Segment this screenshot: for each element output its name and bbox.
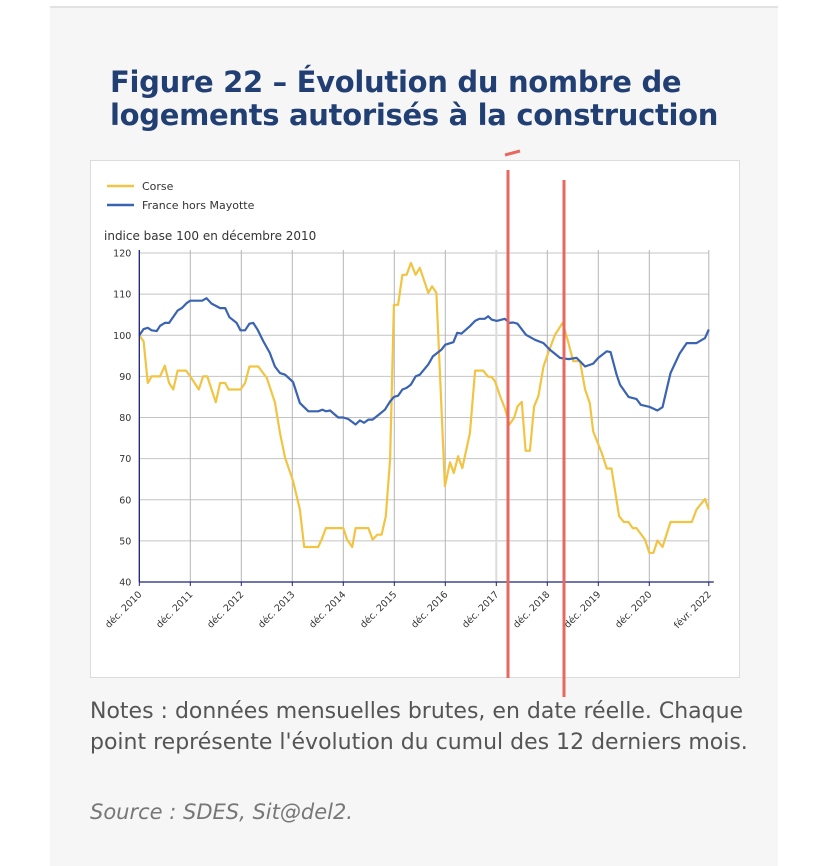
y-axis-label: indice base 100 en décembre 2010 — [104, 229, 316, 243]
legend-label-france: France hors Mayotte — [142, 199, 255, 212]
figure-source: Source : SDES, Sit@del2. — [90, 800, 353, 824]
x-tick-label: déc. 2020 — [613, 589, 654, 630]
annotation-dash — [504, 149, 521, 157]
legend: Corse France hors Mayotte — [107, 180, 255, 212]
series-line-corse — [138, 261, 710, 554]
series-lines — [138, 261, 710, 554]
x-tick-label: déc. 2015 — [358, 589, 399, 630]
y-tick-label: 90 — [119, 372, 131, 383]
y-tick-label: 100 — [113, 331, 131, 342]
series-line-france-hors-mayotte — [138, 297, 710, 426]
x-tick-label: déc. 2019 — [562, 589, 603, 630]
y-tick-label: 60 — [119, 495, 131, 506]
chart-container — [90, 160, 740, 678]
y-tick-label: 110 — [113, 290, 131, 301]
x-tick-label: déc. 2014 — [307, 589, 348, 630]
x-tick-label: déc. 2018 — [511, 589, 552, 630]
y-tick-label: 80 — [119, 413, 131, 424]
figure-notes: Notes : données mensuelles brutes, en da… — [90, 699, 748, 755]
figure-title: Figure 22 – Évolution du nombre de logem… — [110, 65, 719, 132]
x-tick-label: déc. 2012 — [205, 589, 246, 630]
x-tick-label: déc. 2011 — [154, 589, 195, 630]
legend-label-corse: Corse — [142, 180, 174, 193]
y-tick-label: 50 — [119, 536, 131, 547]
x-tick-label: déc. 2013 — [256, 589, 297, 630]
y-tick-label: 40 — [119, 578, 131, 589]
grid — [138, 250, 710, 582]
x-tick-label: déc. 2017 — [460, 589, 501, 630]
x-tick-label: févr. 2022 — [672, 589, 714, 631]
y-tick-label: 120 — [113, 249, 131, 260]
y-tick-label: 70 — [119, 454, 131, 465]
x-tick-label: déc. 2010 — [103, 589, 144, 630]
x-tick-label: déc. 2016 — [409, 589, 450, 630]
